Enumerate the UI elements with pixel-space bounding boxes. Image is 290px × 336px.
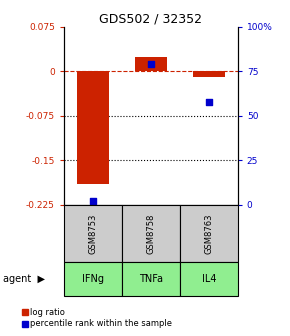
Bar — [135, 56, 167, 72]
Bar — [64, 205, 122, 262]
Text: agent  ▶: agent ▶ — [3, 274, 45, 284]
Bar — [122, 262, 180, 296]
Text: TNFa: TNFa — [139, 274, 163, 284]
Bar — [77, 72, 109, 184]
Bar — [122, 205, 180, 262]
Legend: log ratio, percentile rank within the sample: log ratio, percentile rank within the sa… — [19, 305, 176, 332]
Text: GSM8763: GSM8763 — [204, 213, 213, 254]
Text: GSM8758: GSM8758 — [146, 213, 155, 254]
Text: IFNg: IFNg — [82, 274, 104, 284]
Bar — [193, 72, 225, 77]
Bar — [180, 262, 238, 296]
Point — [90, 199, 95, 204]
Point — [206, 99, 211, 104]
Point — [148, 61, 153, 67]
Bar — [64, 262, 122, 296]
Bar — [180, 205, 238, 262]
Title: GDS502 / 32352: GDS502 / 32352 — [99, 13, 202, 26]
Text: IL4: IL4 — [202, 274, 216, 284]
Text: GSM8753: GSM8753 — [88, 213, 97, 254]
